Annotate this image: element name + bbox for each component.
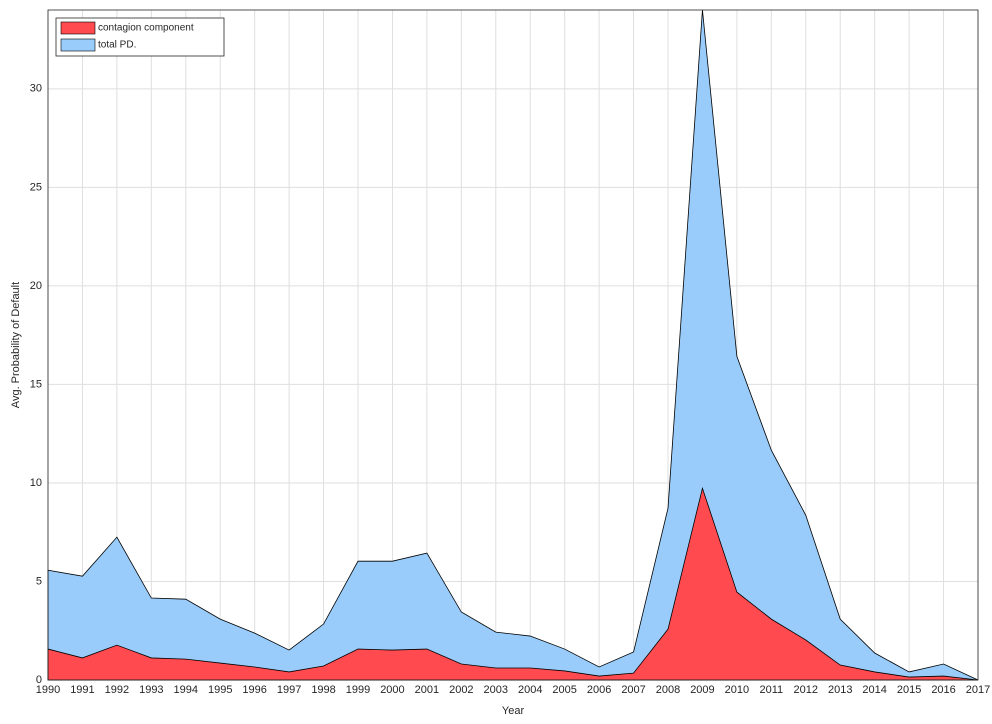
x-tick-label: 2015 [897, 684, 921, 696]
x-tick-label: 1999 [346, 684, 370, 696]
x-axis-label: Year [502, 705, 525, 717]
x-tick-label: 1994 [174, 684, 198, 696]
x-tick-label: 2004 [518, 684, 542, 696]
x-tick-label: 2011 [760, 684, 784, 696]
y-tick-label: 25 [30, 181, 42, 193]
x-tick-label: 2016 [931, 684, 955, 696]
x-tick-label: 2003 [484, 684, 508, 696]
legend-label: contagion component [98, 23, 194, 34]
x-tick-label: 1990 [36, 684, 60, 696]
x-tick-label: 2012 [794, 684, 818, 696]
legend-swatch [60, 38, 96, 52]
y-tick-label: 5 [36, 575, 42, 587]
x-tick-label: 2007 [621, 684, 645, 696]
x-tick-label: 2009 [690, 684, 714, 696]
x-tick-label: 2017 [966, 684, 990, 696]
plot-border [47, 9, 979, 681]
x-tick-label: 1997 [277, 684, 301, 696]
x-tick-label: 2001 [415, 684, 439, 696]
y-tick-label: 30 [30, 83, 42, 95]
x-tick-label: 1993 [139, 684, 163, 696]
x-tick-label: 2013 [828, 684, 852, 696]
x-tick-label: 1996 [242, 684, 266, 696]
x-tick-label: 1995 [208, 684, 232, 696]
legend-swatch [60, 21, 96, 35]
legend-label: total PD. [98, 40, 136, 51]
x-tick-label: 2006 [587, 684, 611, 696]
y-tick-label: 15 [30, 378, 42, 390]
x-tick-label: 1992 [105, 684, 129, 696]
y-tick-label: 20 [30, 280, 42, 292]
x-tick-label: 2005 [552, 684, 576, 696]
x-tick-label: 2002 [449, 684, 473, 696]
y-axis-label: Avg. Probability of Default [10, 282, 22, 408]
x-tick-label: 2014 [862, 684, 886, 696]
y-tick-label: 10 [30, 477, 42, 489]
x-tick-label: 1991 [70, 684, 94, 696]
x-tick-label: 1998 [311, 684, 335, 696]
x-tick-label: 2008 [656, 684, 680, 696]
area [47, 486, 979, 681]
x-tick-label: 2000 [380, 684, 404, 696]
plot-area [48, 10, 978, 680]
area [47, 9, 979, 681]
y-tick-label: 0 [36, 674, 42, 686]
x-tick-label: 2010 [725, 684, 749, 696]
